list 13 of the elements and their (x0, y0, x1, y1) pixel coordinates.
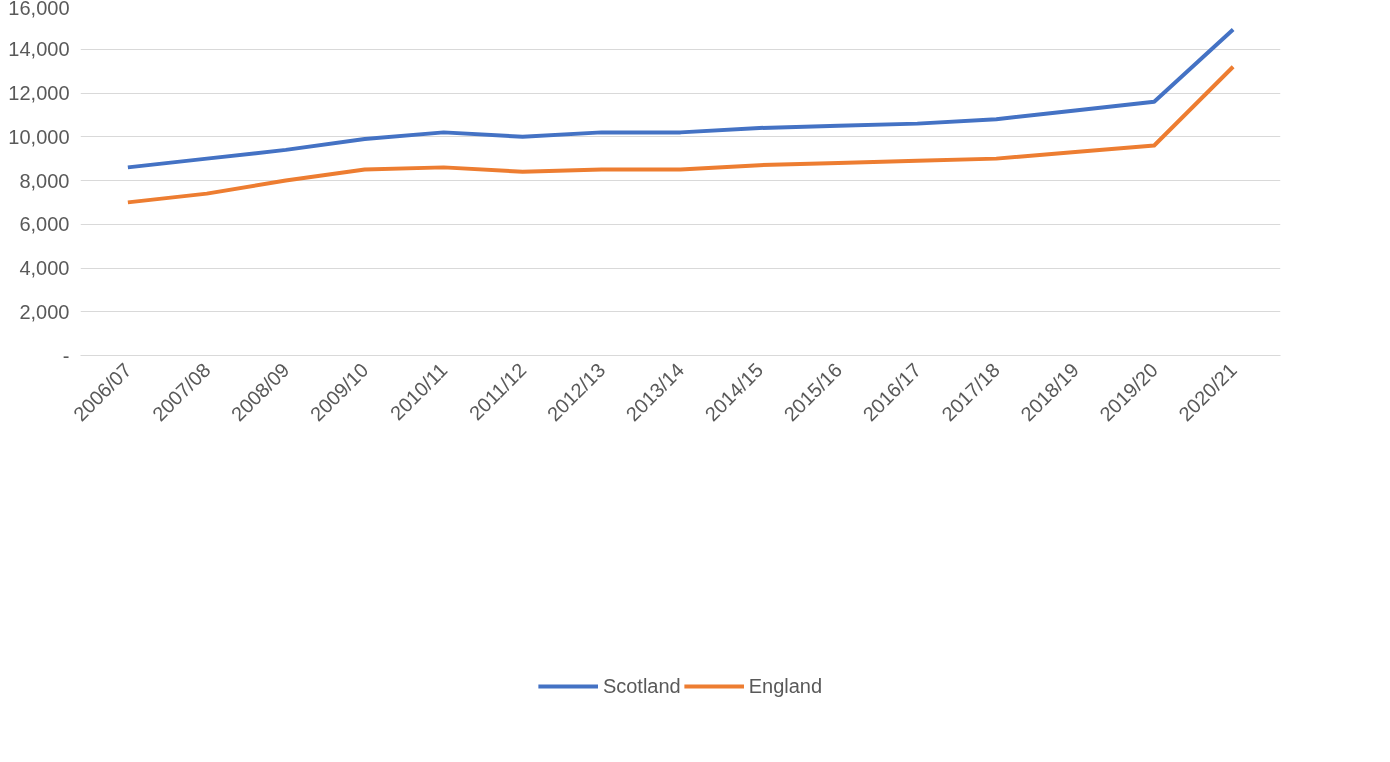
y-tick-label: 10,000 (8, 125, 70, 148)
y-tick-label: 16,000 (8, 0, 70, 19)
y-tick-label: 8,000 (19, 169, 70, 192)
y-tick-label: 6,000 (19, 213, 70, 236)
y-tick-label: 4,000 (19, 257, 70, 279)
legend-label: England (748, 674, 823, 698)
y-tick-label: - (62, 344, 70, 367)
line-series (125, 27, 1236, 170)
line-series (125, 64, 1236, 205)
y-tick-label: 2,000 (19, 300, 70, 323)
y-tick-label: 12,000 (8, 82, 70, 104)
y-tick-label: 14,000 (8, 38, 70, 61)
legend-label: Scotland (602, 674, 681, 698)
